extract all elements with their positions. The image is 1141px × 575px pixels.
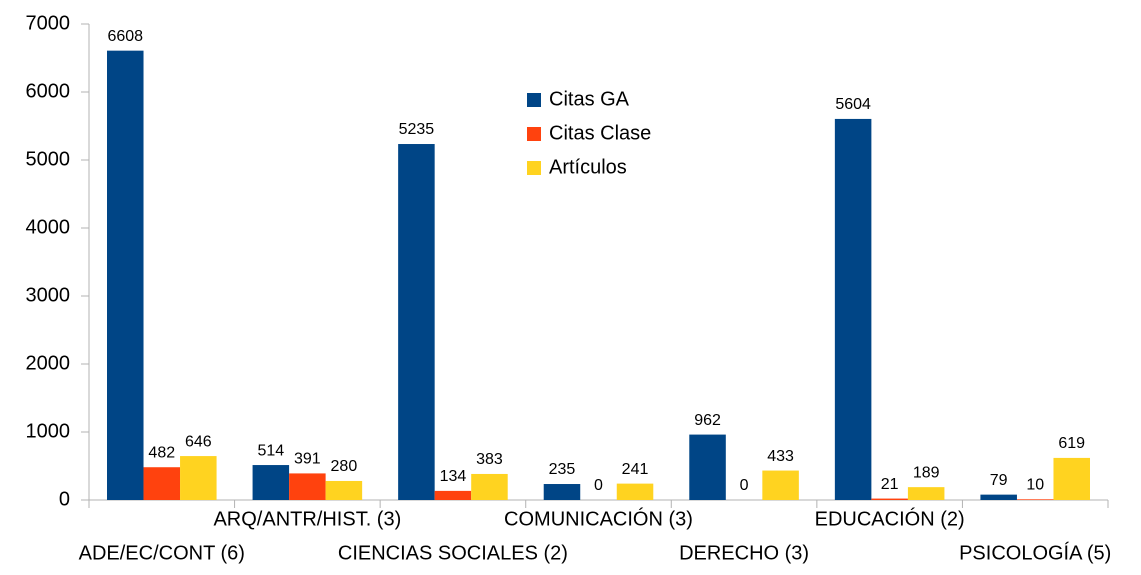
value-label: 433 (767, 448, 794, 465)
bar (834, 118, 872, 500)
value-label: 134 (440, 468, 467, 485)
bar (1016, 499, 1054, 500)
value-label: 235 (549, 461, 576, 478)
legend-label: Citas GA (549, 88, 630, 110)
value-label: 189 (913, 464, 940, 481)
y-tick-label: 0 (59, 488, 70, 510)
value-label: 79 (990, 472, 1008, 489)
value-label: 646 (185, 433, 212, 450)
y-tick-label: 7000 (26, 12, 71, 34)
bar (180, 456, 217, 500)
y-tick-label: 2000 (26, 352, 71, 374)
y-tick-label: 4000 (26, 216, 71, 238)
value-label: 0 (594, 477, 603, 494)
y-tick-label: 6000 (26, 80, 71, 102)
value-label: 21 (881, 476, 899, 493)
legend-swatch (527, 127, 541, 141)
bar (616, 483, 654, 500)
bar (289, 473, 326, 500)
x-tick-label: ADE/EC/CONT (6) (79, 542, 245, 564)
bar (980, 494, 1017, 500)
bar (143, 467, 181, 500)
y-tick-label: 5000 (26, 148, 71, 170)
x-tick-label: CIENCIAS SOCIALES (2) (338, 542, 568, 564)
bar (325, 480, 363, 500)
value-label: 619 (1058, 435, 1085, 452)
bar (543, 484, 581, 500)
y-tick-label: 3000 (26, 284, 71, 306)
value-label: 383 (476, 451, 503, 468)
value-label: 5235 (399, 121, 435, 138)
legend-label: Artículos (549, 156, 627, 178)
value-label: 514 (257, 442, 284, 459)
bar (252, 465, 290, 500)
value-label: 482 (148, 444, 175, 461)
value-label: 241 (622, 461, 649, 478)
x-tick-label: EDUCACIÓN (2) (815, 507, 965, 530)
bar (689, 434, 726, 500)
bar (762, 470, 799, 500)
x-tick-label: COMUNICACIÓN (3) (504, 507, 693, 530)
x-tick-label: ARQ/ANTR/HIST. (3) (213, 508, 401, 530)
value-label: 6608 (107, 28, 143, 45)
value-label: 280 (331, 458, 358, 475)
x-tick-label: DERECHO (3) (679, 542, 809, 564)
x-tick-label: PSICOLOGÍA (5) (959, 541, 1111, 564)
value-label: 5604 (835, 96, 871, 113)
bar (907, 487, 945, 500)
bar (107, 50, 144, 500)
value-label: 0 (740, 477, 749, 494)
legend-swatch (527, 93, 541, 107)
value-label: 962 (694, 412, 721, 429)
y-tick-label: 1000 (26, 420, 71, 442)
bar (398, 144, 435, 500)
legend-swatch (527, 161, 541, 175)
bar (871, 498, 908, 500)
bar (434, 490, 472, 500)
value-label: 10 (1026, 477, 1044, 494)
bar (1053, 457, 1090, 500)
legend-label: Citas Clase (549, 122, 651, 144)
bar (471, 473, 508, 500)
value-label: 391 (294, 451, 321, 468)
